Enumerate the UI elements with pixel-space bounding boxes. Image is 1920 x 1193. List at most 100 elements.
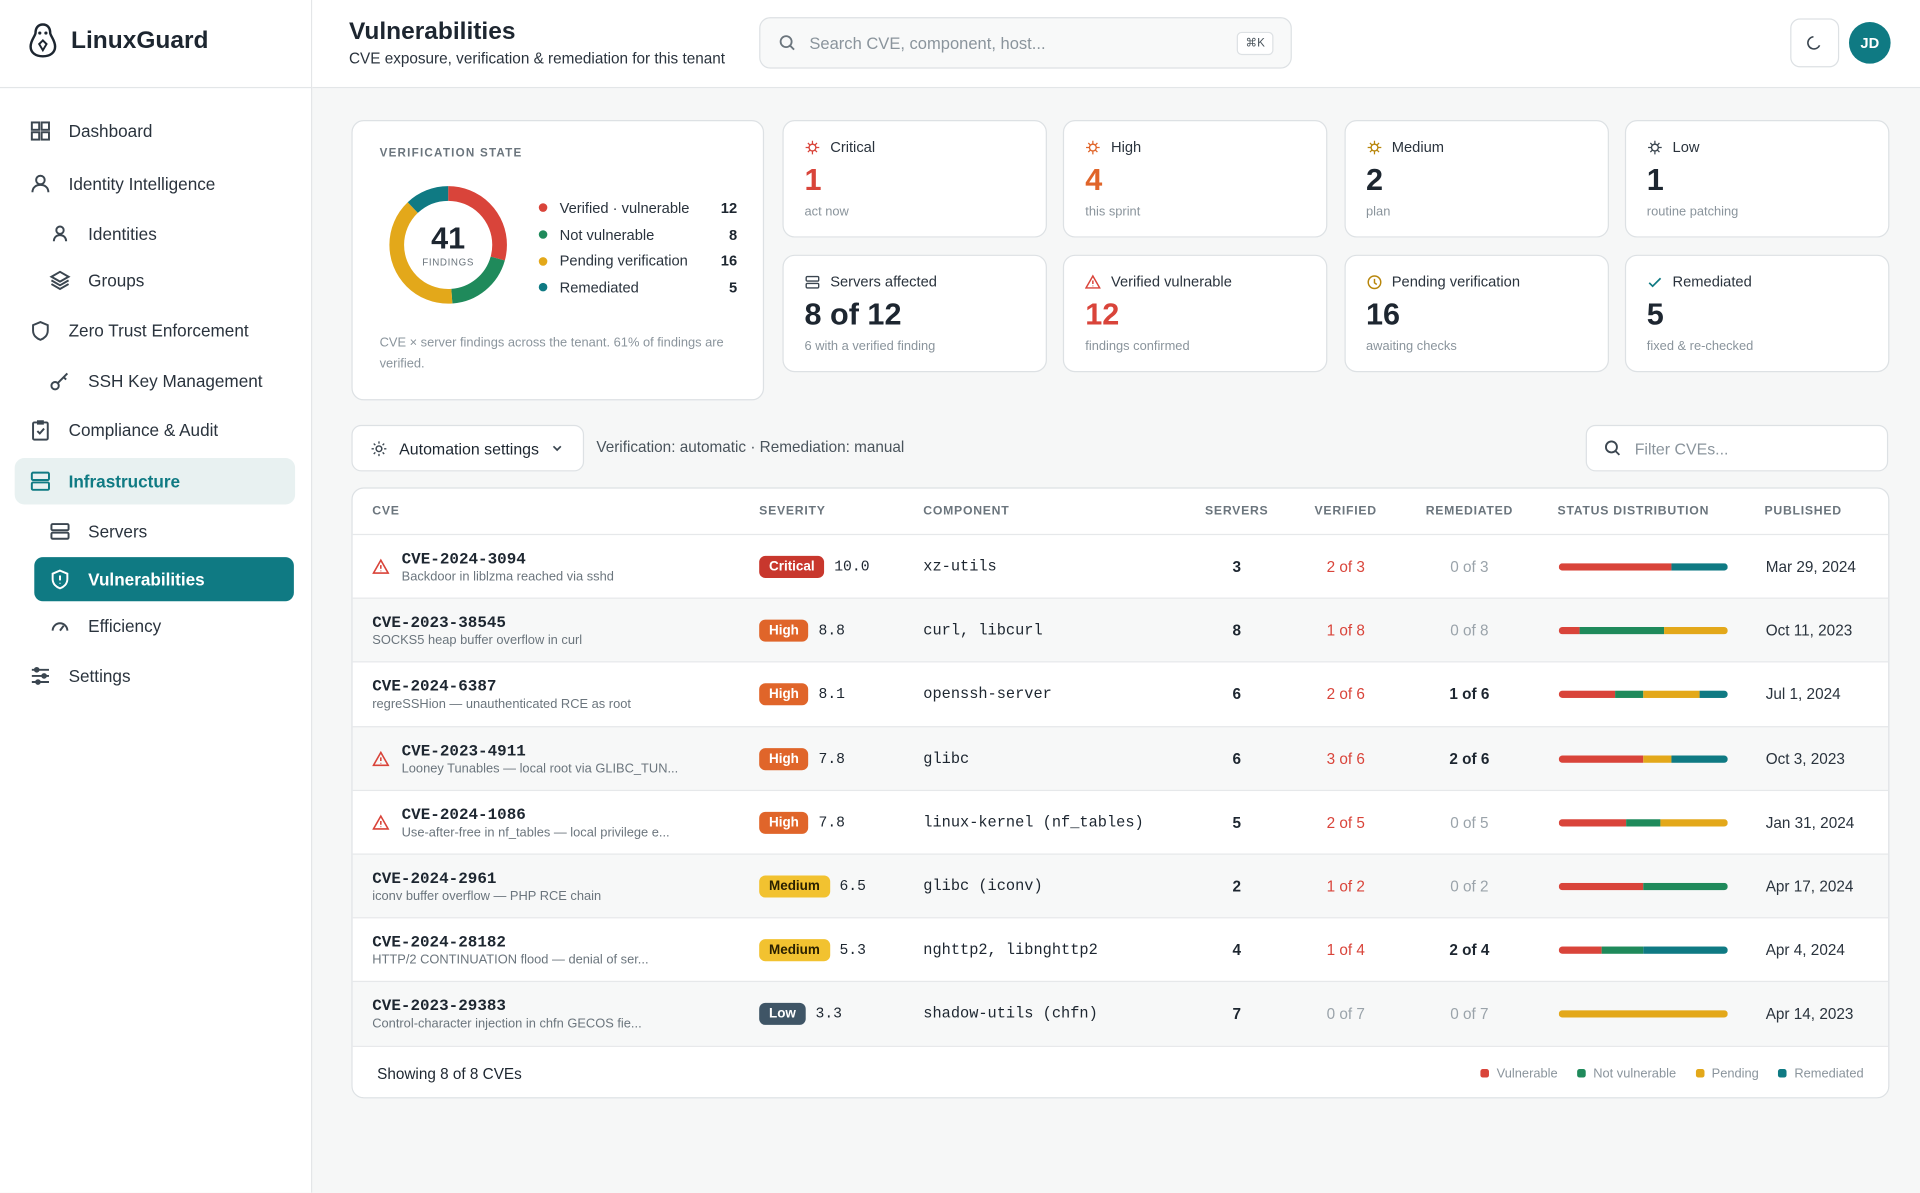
cve-id: CVE-2024-28182 — [372, 933, 506, 952]
published: Oct 3, 2023 — [1765, 750, 1845, 768]
stat-sub: plan — [1366, 204, 1391, 220]
column-header: SERVERS — [1205, 504, 1269, 518]
filter-input[interactable]: Filter CVEs... — [1585, 424, 1889, 472]
nav-label: Efficiency — [88, 615, 162, 636]
legend-dot — [538, 256, 548, 266]
avatar[interactable]: JD — [1848, 22, 1891, 64]
legend-dot — [538, 203, 548, 213]
nav-item[interactable]: Identities — [49, 212, 157, 256]
stat-card: Servers affected 8 of 12 6 with a verified… — [782, 254, 1047, 373]
nav-item[interactable]: Identity Intelligence — [29, 162, 215, 206]
severity-cell: Critical 10.0 — [759, 535, 870, 599]
verified: 2 of 6 — [1326, 686, 1365, 704]
published: Jan 31, 2024 — [1765, 814, 1855, 832]
nav-item[interactable]: Groups — [49, 258, 144, 302]
card-note: CVE × server findings across the tenant.… — [379, 335, 724, 372]
stat-label-text: High — [1110, 138, 1142, 156]
servers: 3 — [1232, 558, 1241, 576]
search[interactable]: Search CVE, component, host... ⌘K — [759, 17, 1292, 69]
cvss-score: 8.8 — [818, 622, 845, 640]
nav-label: Dashboard — [68, 121, 153, 141]
bar-segment — [1615, 691, 1644, 699]
bar-track — [1558, 755, 1728, 763]
status-bar — [1558, 599, 1728, 663]
remediated: 0 of 7 — [1450, 1005, 1489, 1023]
status-bar — [1558, 663, 1728, 727]
warning-icon — [372, 814, 390, 830]
legend-value: 8 — [728, 225, 738, 244]
stat-icon — [1085, 273, 1102, 289]
brand[interactable]: LinuxGuard — [27, 22, 209, 59]
legend-item: Remediated — [1778, 1066, 1864, 1081]
column-header: CVE — [372, 504, 400, 518]
component: glibc (iconv) — [923, 877, 1043, 896]
cve-cell: CVE-2024-6387 regreSSHion — unauthenticat… — [372, 663, 739, 727]
table-row: CVE-2023-4911 Looney Tunables — local roo… — [352, 725, 1889, 791]
servers: 2 — [1232, 877, 1241, 896]
cve-desc: HTTP/2 CONTINUATION flood — denial of se… — [372, 952, 649, 968]
remediated: 0 of 2 — [1450, 877, 1489, 896]
column-header: SEVERITY — [759, 504, 826, 518]
cvss-score: 10.0 — [834, 558, 870, 576]
nav-item[interactable]: Efficiency — [49, 604, 161, 648]
stat-value: 1 — [804, 162, 822, 198]
remediated: 0 of 3 — [1450, 558, 1489, 576]
stat-icon — [1366, 274, 1381, 289]
bar-track — [1558, 1010, 1728, 1019]
legend-swatch — [1577, 1069, 1586, 1078]
nav-label: Vulnerabilities — [88, 569, 205, 589]
column-header: VERIFIED — [1314, 504, 1377, 518]
nav-item[interactable]: Settings — [29, 654, 131, 698]
servers: 7 — [1232, 1005, 1241, 1023]
status-bar — [1558, 855, 1728, 919]
stat-card: Medium 2 plan — [1343, 120, 1609, 238]
cve-cell: CVE-2024-1086 Use-after-free in nf_tables… — [372, 791, 739, 855]
footer-text: Showing 8 of 8 CVEs — [377, 1064, 522, 1082]
table-row: CVE-2024-6387 regreSSHion — unauthenticat… — [352, 661, 1889, 727]
legend-label: Remediated — [559, 279, 639, 297]
severity-badge: Low — [759, 1003, 806, 1026]
nav-item[interactable]: Zero Trust Enforcement — [29, 309, 249, 353]
stat-label: Critical — [804, 138, 875, 156]
stat-card: Low 1 routine patching — [1624, 120, 1890, 238]
legend-item: Pending — [1695, 1066, 1759, 1081]
nav-item[interactable]: Vulnerabilities — [49, 557, 205, 601]
filter-placeholder: Filter CVEs... — [1634, 439, 1729, 458]
bar-segment — [1664, 627, 1728, 635]
stat-sub: fixed & re-checked — [1646, 339, 1754, 354]
nav-item[interactable]: SSH Key Management — [49, 359, 263, 403]
nav-item[interactable]: Dashboard — [29, 109, 152, 153]
table-legend: Vulnerable Not vulnerable Pending Remediate… — [1480, 1046, 1864, 1097]
donut-segment — [389, 186, 507, 304]
stat-icon — [1647, 140, 1662, 154]
nav-label: Compliance & Audit — [68, 420, 219, 440]
bar-segment — [1671, 563, 1728, 571]
legend-swatch — [1695, 1069, 1705, 1078]
cve-text: CVE-2023-38545 SOCKS5 heap buffer overflo… — [372, 614, 582, 648]
cve-id: CVE-2024-6387 — [372, 677, 497, 696]
published: Apr 4, 2024 — [1765, 941, 1845, 960]
bar-segment — [1671, 755, 1728, 763]
stat-value: 8 of 12 — [804, 297, 902, 332]
stat-label-text: Verified vulnerable — [1110, 273, 1232, 291]
table-row: CVE-2023-29383 Control-character injectio… — [352, 981, 1889, 1047]
table-row: CVE-2024-2961 iconv buffer overflow — PHP… — [352, 853, 1889, 919]
nav-item[interactable]: Compliance & Audit — [29, 408, 218, 452]
published: Apr 14, 2023 — [1765, 1005, 1854, 1023]
page-title: Vulnerabilities — [348, 18, 516, 46]
cve-desc: SOCKS5 heap buffer overflow in curl — [372, 633, 583, 648]
nav-item[interactable]: Infrastructure — [29, 459, 180, 503]
automation-button[interactable]: Automation settings — [351, 424, 585, 472]
cve-desc: Backdoor in liblzma reached via sshd — [401, 569, 614, 585]
cve-text: CVE-2024-1086 Use-after-free in nf_tables… — [402, 805, 670, 839]
nav-item[interactable]: Servers — [49, 509, 147, 553]
bar-segment — [1558, 755, 1644, 763]
legend-label: Vulnerable — [1496, 1066, 1558, 1081]
cve-text: CVE-2024-2961 iconv buffer overflow — PHP… — [372, 869, 601, 903]
remediated: 0 of 5 — [1450, 814, 1489, 832]
theme-button[interactable] — [1790, 18, 1840, 68]
verified: 1 of 4 — [1326, 941, 1365, 960]
divider — [0, 86, 312, 89]
stat-sub: 6 with a verified finding — [804, 339, 936, 354]
legend-row: Remediated 5 — [538, 274, 737, 301]
